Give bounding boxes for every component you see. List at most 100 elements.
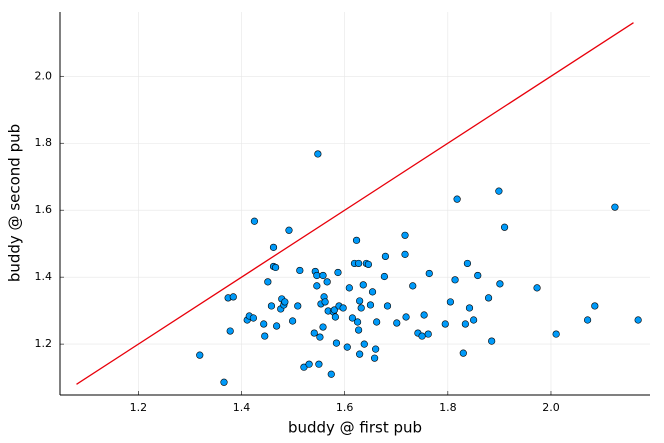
point: [401, 231, 409, 239]
point: [373, 318, 381, 326]
point: [249, 314, 258, 322]
point: [360, 340, 368, 348]
x-tick-label: 1.2: [130, 401, 148, 414]
point: [461, 320, 469, 328]
point: [634, 316, 642, 324]
point: [359, 281, 367, 289]
point: [453, 195, 461, 203]
point: [420, 311, 428, 319]
point: [196, 351, 204, 359]
point: [470, 316, 478, 324]
point: [401, 250, 409, 258]
point: [250, 217, 259, 225]
point: [368, 288, 377, 296]
point: [321, 298, 329, 306]
point: [409, 282, 417, 290]
point: [383, 302, 392, 310]
point: [357, 304, 365, 312]
point: [296, 266, 304, 275]
point: [488, 337, 496, 345]
y-tick-label: 2.0: [35, 69, 53, 82]
point: [372, 345, 380, 353]
point: [446, 298, 455, 306]
point: [465, 304, 474, 312]
point: [441, 320, 449, 328]
point: [313, 271, 321, 280]
point: [315, 360, 323, 368]
point: [260, 320, 268, 328]
point: [474, 271, 482, 280]
x-tick-label: 1.6: [336, 401, 354, 414]
point: [229, 293, 237, 301]
point: [345, 284, 353, 292]
point: [319, 271, 327, 280]
y-axis-label: buddy @ second pub: [6, 124, 24, 282]
point: [331, 313, 340, 321]
point: [424, 330, 432, 338]
point: [314, 150, 322, 158]
point: [323, 278, 331, 286]
point: [583, 316, 592, 324]
point: [496, 280, 504, 288]
point: [319, 323, 327, 331]
point: [355, 326, 363, 334]
point: [495, 187, 503, 195]
point: [500, 223, 509, 231]
point: [273, 322, 281, 330]
point: [271, 263, 280, 272]
point: [356, 297, 364, 305]
point: [330, 306, 338, 314]
point: [269, 243, 278, 251]
point: [305, 360, 313, 368]
point: [611, 203, 619, 211]
point: [484, 294, 493, 302]
y-tick-label: 1.2: [35, 337, 53, 350]
x-axis-label: buddy @ first pub: [288, 419, 422, 437]
point: [591, 302, 599, 310]
point: [343, 343, 351, 351]
point: [552, 330, 560, 338]
x-tick-label: 1.4: [233, 401, 251, 414]
point: [294, 302, 302, 310]
point: [313, 282, 321, 290]
point: [226, 327, 234, 335]
point: [370, 354, 379, 362]
point: [352, 236, 361, 244]
point: [327, 370, 335, 378]
point: [353, 318, 362, 326]
point: [418, 332, 426, 340]
point: [402, 313, 410, 321]
point: [381, 252, 390, 260]
point: [356, 350, 364, 358]
point: [339, 304, 347, 312]
point: [332, 339, 341, 347]
point: [451, 276, 459, 284]
point: [316, 333, 324, 341]
line: [76, 22, 634, 385]
point: [348, 314, 357, 322]
point: [334, 268, 342, 277]
point: [261, 332, 269, 340]
point: [393, 319, 401, 327]
point: [463, 259, 472, 268]
point: [267, 302, 276, 310]
point: [220, 378, 228, 386]
point: [366, 301, 375, 309]
y-tick-label: 1.8: [35, 136, 53, 149]
y-tick-label: 1.4: [35, 270, 53, 283]
point: [281, 298, 289, 306]
point: [380, 272, 388, 281]
point: [285, 226, 293, 234]
x-tick-label: 2.0: [542, 401, 560, 414]
point: [355, 259, 363, 268]
point: [364, 260, 373, 269]
point: [459, 349, 467, 357]
point: [533, 284, 541, 292]
point: [264, 278, 272, 286]
x-tick-label: 1.8: [439, 401, 457, 414]
point: [288, 317, 297, 325]
point: [425, 269, 433, 278]
y-tick-label: 1.6: [35, 203, 53, 216]
point: [310, 329, 318, 337]
